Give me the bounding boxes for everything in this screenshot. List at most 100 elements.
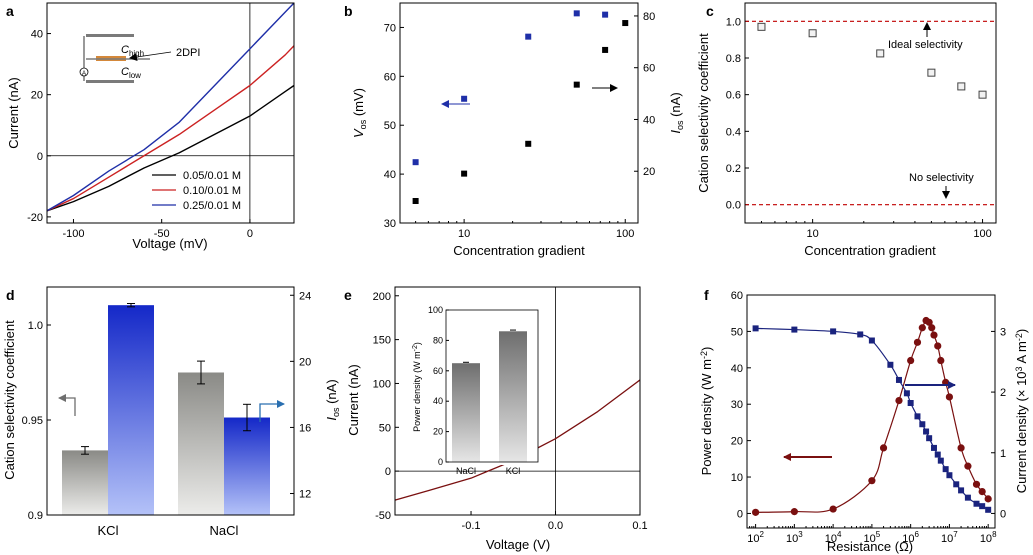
panel-b-ytick-right-label: 60 bbox=[643, 63, 655, 75]
panel-d-ylabel-left: Cation selectivity coefficient bbox=[2, 320, 17, 480]
panel-e-frame bbox=[394, 286, 641, 516]
electrode-top bbox=[86, 34, 134, 37]
panel-f-ytick-right-label: 3 bbox=[1000, 326, 1006, 338]
panel-a-ytick-label: 20 bbox=[31, 90, 43, 102]
panel-b-ytick-right-label: 80 bbox=[643, 11, 655, 23]
panel-d-ytick-right-label: 20 bbox=[299, 356, 311, 368]
panel-a-ytick-label: 40 bbox=[31, 29, 43, 41]
panel-e-xtick-label: 0.1 bbox=[632, 520, 647, 532]
panel-a-xtick-label: -100 bbox=[62, 228, 84, 240]
current-density-point bbox=[830, 328, 837, 335]
panel-c-xlabel: Concentration gradient bbox=[804, 243, 936, 258]
panel-c-xtick-label: 100 bbox=[973, 228, 991, 240]
power-density-point bbox=[945, 393, 954, 401]
vos-point bbox=[622, 20, 629, 27]
panel-e-xlabel: Voltage (V) bbox=[486, 537, 550, 552]
inset-ytick-label: 40 bbox=[433, 396, 443, 406]
panel-c-ytick-label: 0.6 bbox=[726, 90, 741, 102]
iv-curve bbox=[394, 379, 641, 501]
ios-bar bbox=[108, 305, 154, 515]
panel-f-ylabel-right: Current density (× 103 A m-2) bbox=[1014, 329, 1029, 493]
membrane-label: 2DPI bbox=[176, 47, 200, 59]
power-density-point bbox=[972, 480, 981, 488]
panel-a-xlabel: Voltage (mV) bbox=[132, 236, 207, 251]
current-density-point bbox=[946, 472, 953, 479]
panel-b-marks: 10 100 30 40 50 60 70 20 40 60 80 bbox=[384, 10, 655, 240]
iv-curve-2 bbox=[46, 2, 295, 212]
panel-f-ytick-right-label: 1 bbox=[1000, 448, 1006, 460]
current-density-point bbox=[958, 487, 965, 494]
panel-d-frame bbox=[46, 286, 295, 516]
power-density-point bbox=[751, 508, 760, 516]
panel-c-label: c bbox=[706, 3, 714, 19]
current-density-point bbox=[934, 451, 941, 458]
ios-point bbox=[412, 159, 419, 166]
panel-e-ylabel: Current (nA) bbox=[346, 364, 361, 436]
panel-d-ylabel-right: Ios (nA) bbox=[324, 379, 341, 420]
panel-f: f 102 103 104 105 106 107 10801020304050600123… bbox=[699, 287, 1029, 554]
panel-b-ytick-right-label: 40 bbox=[643, 114, 655, 126]
ios-point bbox=[525, 33, 532, 40]
panel-f-xtick-label: 107 bbox=[941, 530, 958, 545]
current-density-point bbox=[985, 506, 992, 513]
selectivity-bar bbox=[178, 372, 224, 515]
power-density-point bbox=[978, 487, 986, 496]
ios-point bbox=[602, 11, 609, 18]
panel-d-ytick-left-label: 0.9 bbox=[28, 510, 43, 522]
vos-point bbox=[573, 81, 580, 88]
panel-c-ytick-label: 0.0 bbox=[726, 200, 741, 212]
inset-ytick-label: 100 bbox=[428, 305, 443, 315]
inset-ylabel: Power density (W m-2) bbox=[412, 342, 422, 432]
panel-f-ytick-left-label: 50 bbox=[731, 326, 743, 338]
vos-point bbox=[525, 140, 532, 147]
panel-f-ytick-right-label: 2 bbox=[1000, 387, 1006, 399]
power-density-point bbox=[918, 324, 926, 332]
panel-d-ytick-right-label: 24 bbox=[299, 290, 311, 302]
selectivity-bar bbox=[62, 450, 108, 515]
panel-f-xtick-label: 106 bbox=[902, 530, 919, 545]
category-label: KCl bbox=[98, 523, 119, 538]
inset-category-label: KCl bbox=[506, 466, 521, 476]
power-density-point bbox=[907, 356, 915, 365]
panel-a: a -100 -50 0 -20 0 20 40 Voltage (mV) Current … bbox=[6, 2, 295, 251]
panel-d-label: d bbox=[6, 287, 15, 303]
panel-e-ytick-label: 50 bbox=[379, 422, 391, 434]
panel-b-xtick-label: 100 bbox=[616, 228, 634, 240]
power-density-point bbox=[868, 477, 876, 485]
panel-f-frame bbox=[746, 294, 996, 529]
power-density-bar bbox=[452, 363, 480, 462]
annotation-no-selectivity: No selectivity bbox=[909, 172, 974, 184]
panel-c-ytick-label: 0.4 bbox=[726, 126, 741, 138]
power-density-point bbox=[925, 318, 933, 326]
panel-a-ytick-label: 0 bbox=[37, 151, 43, 163]
panel-a-xtick-label: -50 bbox=[154, 228, 170, 240]
power-density-point bbox=[964, 462, 972, 470]
current-density-point bbox=[868, 337, 875, 344]
inset-frame bbox=[445, 309, 539, 463]
panel-c-frame bbox=[744, 2, 997, 224]
current-density-point bbox=[937, 457, 944, 464]
inset-ytick-label: 60 bbox=[433, 366, 443, 376]
panel-b-ytick-left-label: 60 bbox=[384, 71, 396, 83]
current-density-point bbox=[953, 481, 960, 488]
panel-a-marks: -100 -50 0 -20 0 20 40 bbox=[27, 2, 295, 240]
power-density-point bbox=[937, 356, 945, 365]
vos-point bbox=[412, 198, 419, 204]
selectivity-point bbox=[808, 29, 817, 38]
panel-f-ytick-left-label: 30 bbox=[731, 399, 743, 411]
panel-b-ytick-left-label: 40 bbox=[384, 169, 396, 181]
annotation-ideal-selectivity: Ideal selectivity bbox=[888, 39, 963, 51]
panel-f-ytick-left-label: 20 bbox=[731, 436, 743, 448]
current-density-point bbox=[791, 326, 798, 333]
panel-a-xtick-label: 0 bbox=[247, 228, 253, 240]
current-density-point bbox=[887, 361, 894, 368]
category-label: NaCl bbox=[210, 523, 239, 538]
power-density-point bbox=[829, 505, 837, 513]
vos-point bbox=[602, 46, 609, 53]
panel-a-label: a bbox=[6, 3, 14, 19]
panel-f-label: f bbox=[704, 287, 709, 303]
current-density-point bbox=[752, 325, 759, 332]
panel-c: c 10 100 0.0 0.2 0.4 0.6 0.8 1.0 Concentration … bbox=[696, 2, 997, 258]
ios-point bbox=[573, 10, 580, 17]
